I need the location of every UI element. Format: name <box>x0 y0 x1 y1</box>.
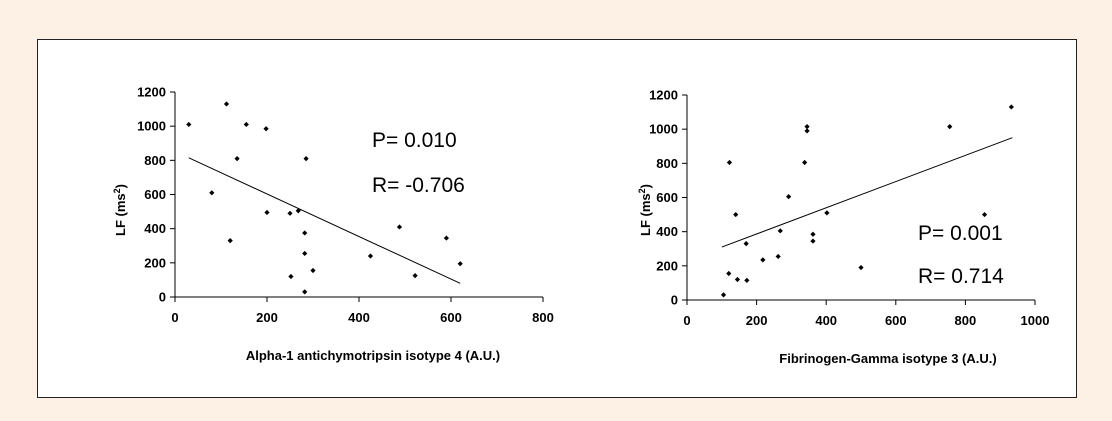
data-point <box>396 224 403 230</box>
data-point <box>804 124 810 130</box>
data-point <box>786 194 792 200</box>
data-point <box>858 264 864 271</box>
data-point <box>227 238 233 244</box>
data-point <box>802 159 808 166</box>
x-tick-label: 800 <box>955 313 977 328</box>
y-tick-label: 0 <box>671 293 678 308</box>
data-point <box>303 156 309 162</box>
y-tick-label: 400 <box>656 224 678 239</box>
x-tick-label: 200 <box>746 313 768 328</box>
data-point <box>295 208 301 214</box>
data-point <box>720 292 727 298</box>
data-point <box>1008 104 1014 110</box>
x-tick-label: 1000 <box>1021 313 1050 328</box>
figure-panel: 0 200 400 600 800 1000 1200 0 200 400 600 800 LF (… <box>37 39 1077 398</box>
data-point <box>443 235 449 241</box>
data-point <box>777 228 783 234</box>
data-point <box>234 156 240 162</box>
x-tick-label: 600 <box>440 310 462 325</box>
data-point <box>302 230 308 236</box>
data-point <box>734 276 741 283</box>
data-point <box>744 277 750 283</box>
x-axis-title: Alpha-1 antichymotripsin isotype 4 (A.U.… <box>246 348 500 363</box>
y-tick-label: 0 <box>159 290 166 305</box>
data-point <box>824 210 830 216</box>
data-point <box>263 126 269 132</box>
y-tick-label: 800 <box>144 153 166 168</box>
y-axis-title: LF (ms2) <box>112 184 128 236</box>
trend-line <box>188 157 461 284</box>
r-value-annotation: R= 0.714 <box>918 265 1004 288</box>
data-point <box>288 273 294 280</box>
data-point <box>775 253 781 260</box>
x-tick-label: 0 <box>683 313 690 328</box>
data-point <box>412 273 418 279</box>
x-tick-label: 600 <box>885 313 907 328</box>
data-point <box>457 261 463 267</box>
p-value-annotation: P= 0.010 <box>372 129 457 152</box>
x-axis-title: Fibrinogen-Gamma isotype 3 (A.U.) <box>779 351 996 366</box>
data-point <box>743 241 749 247</box>
data-point <box>804 128 810 134</box>
data-point <box>981 211 988 218</box>
x-tick-label: 0 <box>171 310 178 325</box>
y-tick-label: 200 <box>144 255 166 270</box>
data-point <box>186 121 192 128</box>
x-tick-label: 400 <box>348 310 370 325</box>
data-point <box>209 190 215 196</box>
data-point <box>264 209 270 216</box>
data-point <box>760 257 766 263</box>
x-tick-label: 400 <box>815 313 837 328</box>
p-value-annotation: P= 0.001 <box>918 222 1003 245</box>
data-point <box>302 250 308 257</box>
trend-line <box>721 137 1013 248</box>
data-point <box>243 121 249 128</box>
y-tick-label: 400 <box>144 221 166 236</box>
x-tick-label: 200 <box>256 310 278 325</box>
data-point <box>726 270 732 277</box>
y-tick-label: 200 <box>656 258 678 273</box>
data-point <box>733 211 739 218</box>
y-tick-label: 1000 <box>137 119 166 134</box>
data-point <box>726 159 733 166</box>
y-tick-label: 600 <box>656 190 678 205</box>
y-tick-label: 600 <box>144 187 166 202</box>
data-point <box>310 267 316 274</box>
y-tick-label: 800 <box>656 156 678 171</box>
y-tick-label: 1200 <box>649 88 678 103</box>
y-tick-label: 1200 <box>137 85 166 100</box>
data-point <box>947 124 953 130</box>
chart-alpha1-antichymotripsin: 0 200 400 600 800 1000 1200 0 200 400 600 800 LF (… <box>112 85 554 364</box>
data-point <box>367 253 374 259</box>
data-point <box>810 238 816 244</box>
data-point <box>223 101 230 107</box>
y-tick-label: 1000 <box>649 122 678 137</box>
r-value-annotation: R= -0.706 <box>372 174 465 197</box>
y-axis-title: LF (ms2) <box>637 184 653 236</box>
x-tick-label: 800 <box>532 310 554 325</box>
data-point <box>287 210 293 216</box>
data-point <box>302 289 308 295</box>
data-point <box>810 231 816 237</box>
